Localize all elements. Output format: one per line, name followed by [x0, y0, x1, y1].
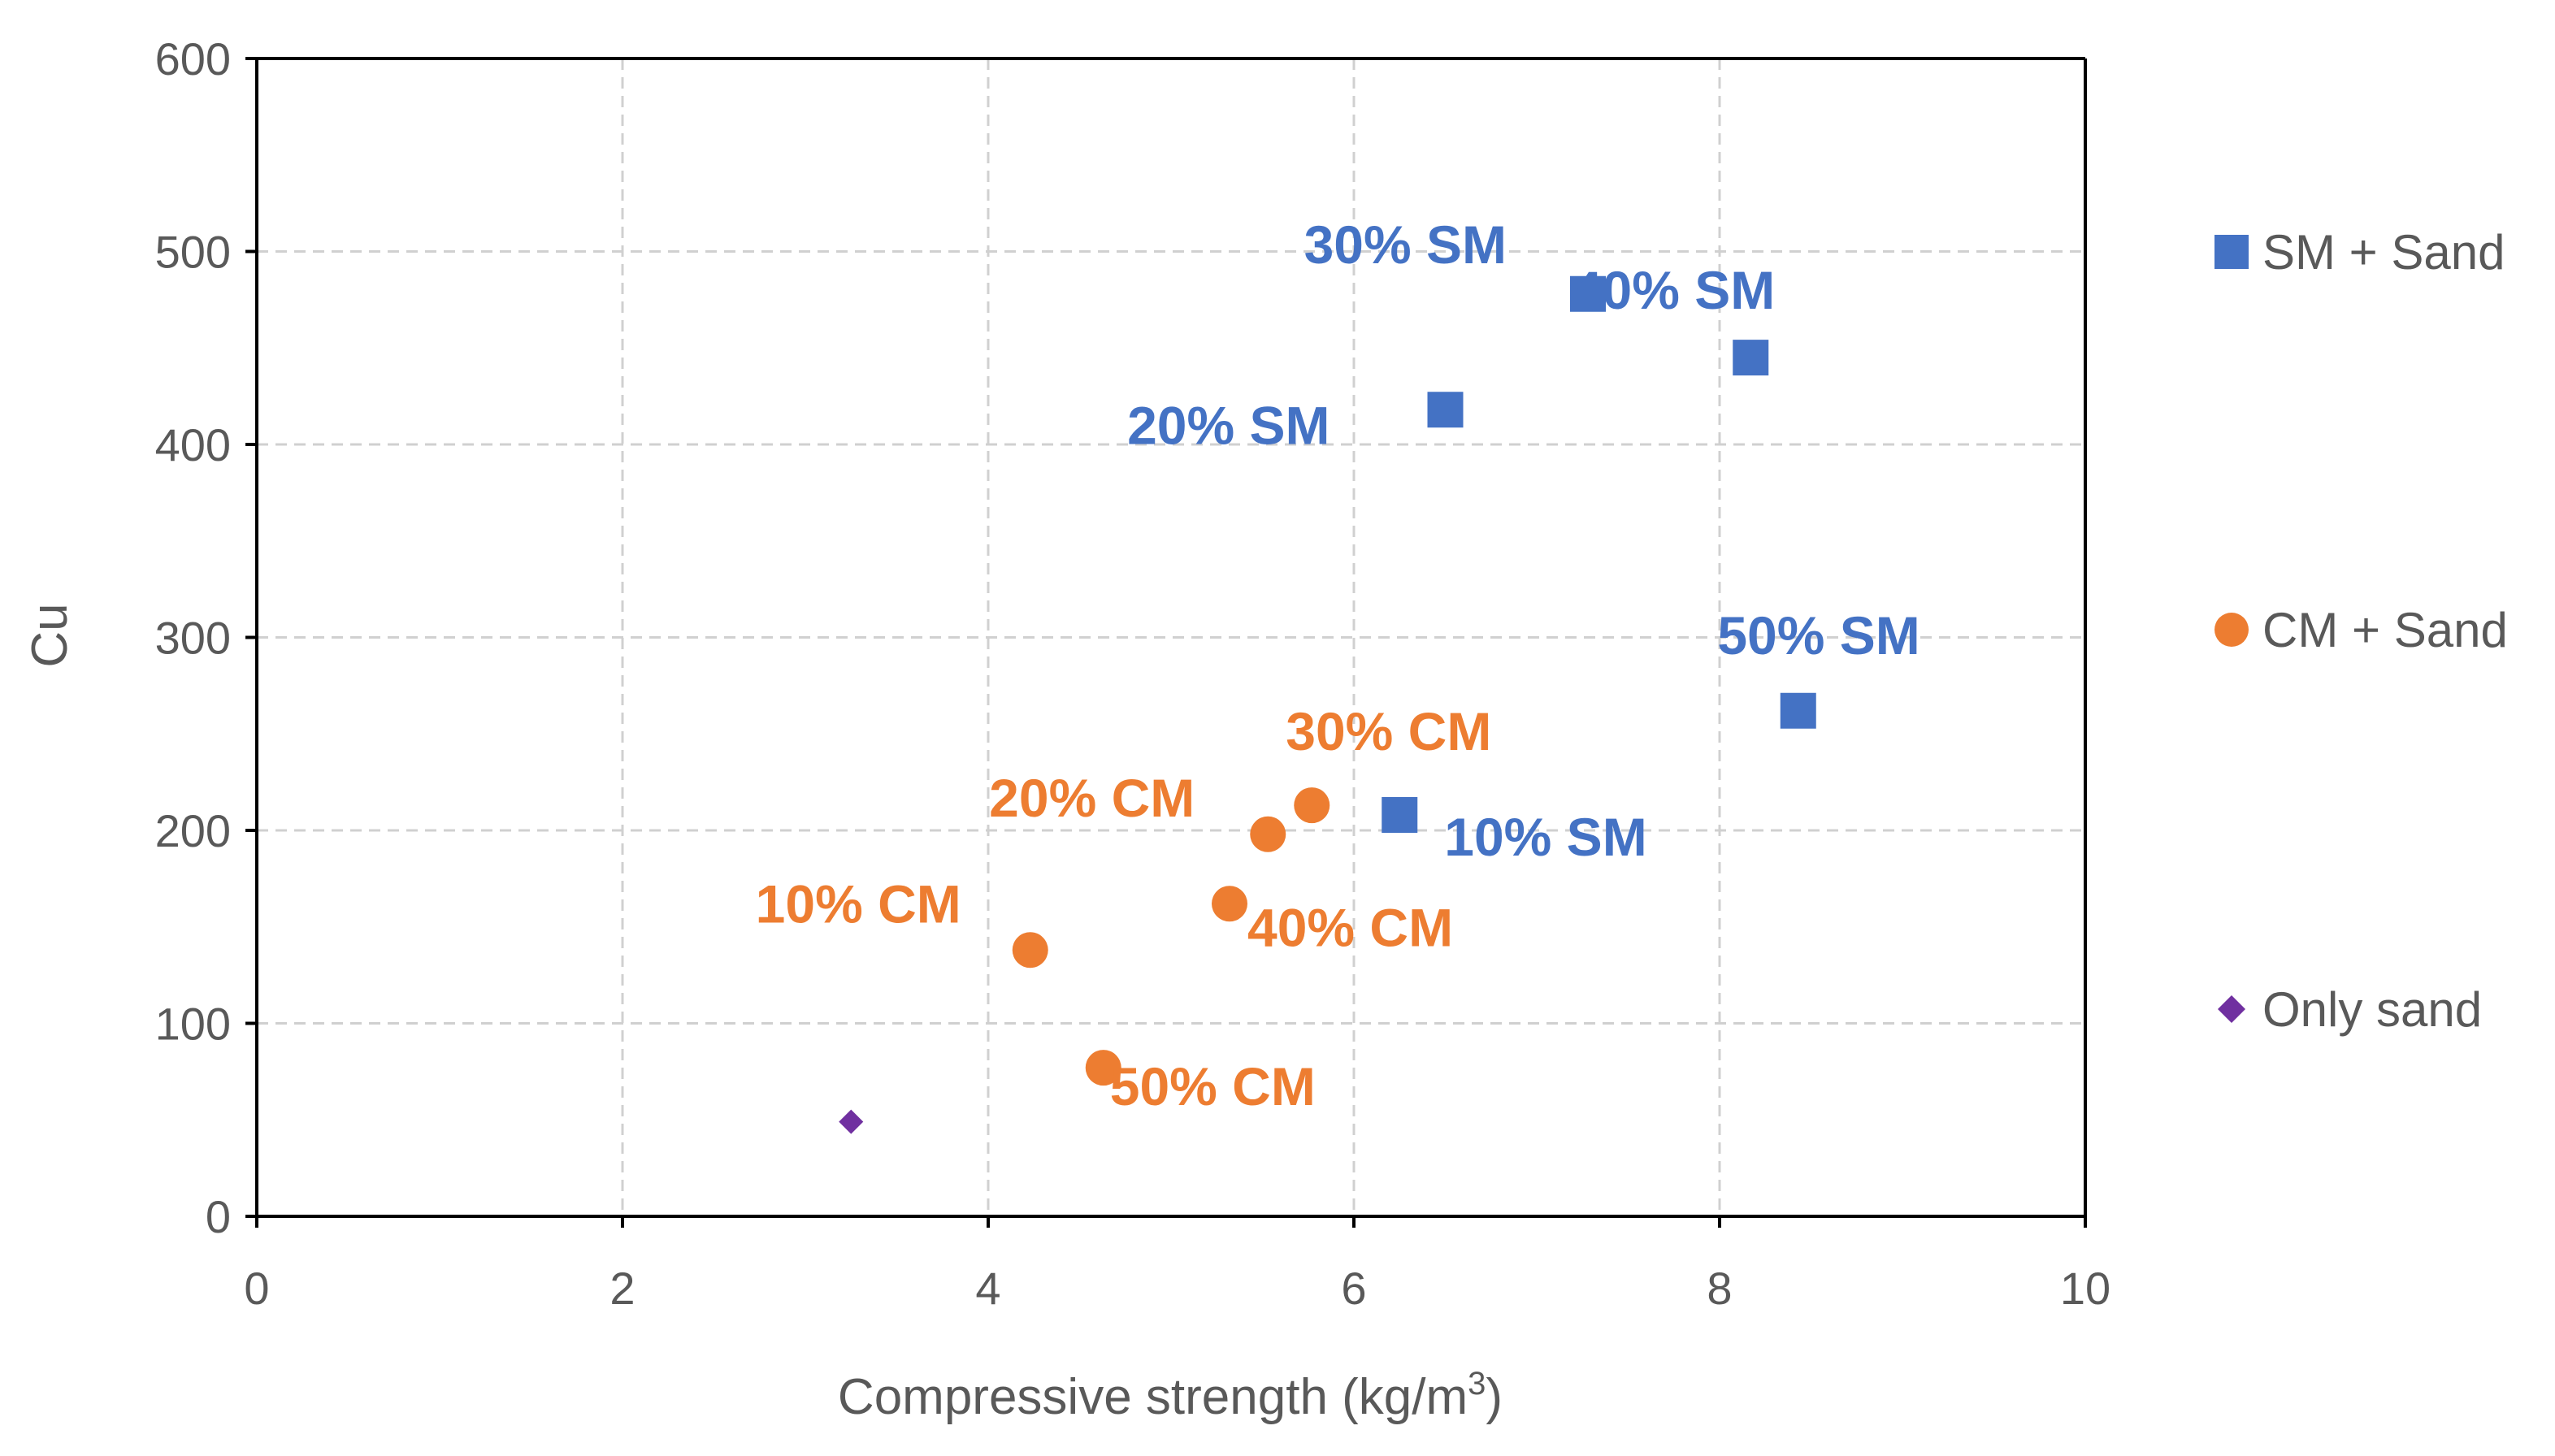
square-point — [1733, 340, 1769, 376]
point-label: 10% CM — [756, 873, 961, 934]
point-label: 30% SM — [1304, 214, 1507, 275]
square-point — [1427, 392, 1464, 428]
point-label: 20% SM — [1127, 395, 1330, 455]
legend-square-icon — [2214, 235, 2249, 269]
axes — [245, 57, 2087, 1228]
x-tick-label: 8 — [1707, 1263, 1732, 1314]
x-tick-label: 10 — [2060, 1263, 2110, 1314]
x-tick-label: 4 — [975, 1263, 1000, 1314]
tick-labels: 0 100 200 300 400 500 600 0 2 4 6 8 10 — [155, 33, 2111, 1314]
y-tick-label: 0 — [206, 1191, 231, 1242]
y-tick-label: 400 — [155, 419, 231, 470]
legend-label: SM + Sand — [2262, 225, 2505, 280]
circle-point — [1212, 886, 1247, 922]
y-tick-label: 200 — [155, 805, 231, 856]
point-label: 20% CM — [989, 768, 1195, 828]
legend-entry: SM + Sand — [2214, 225, 2505, 280]
point-label: 10% SM — [1444, 807, 1646, 867]
legend-diamond-icon — [2218, 995, 2245, 1023]
x-tick-label: 6 — [1341, 1263, 1366, 1314]
y-tick-label: 100 — [155, 999, 231, 1050]
square-point — [1780, 692, 1816, 729]
point-label: 40% SM — [1572, 260, 1775, 320]
x-axis-title-superscript: 3 — [1468, 1366, 1486, 1402]
y-tick-label: 500 — [155, 227, 231, 278]
y-axis-title: Cu — [22, 603, 78, 667]
data-points — [839, 275, 1816, 1134]
diamond-point — [839, 1109, 864, 1134]
point-labels: 10% SM 20% SM 30% SM 40% SM 50% SM 10% CM 20% … — [756, 214, 1920, 1116]
point-label: 50% SM — [1717, 605, 1920, 665]
square-point — [1570, 275, 1606, 312]
y-tick-label: 600 — [155, 33, 231, 84]
circle-point — [1085, 1050, 1121, 1086]
x-tick-label: 0 — [244, 1263, 269, 1314]
legend-entry: Only sand — [2218, 982, 2482, 1037]
legend-label: Only sand — [2262, 982, 2482, 1037]
legend-entry: CM + Sand — [2214, 603, 2508, 657]
point-label: 40% CM — [1247, 897, 1453, 957]
legend: SM + Sand CM + Sand Only sand — [2214, 225, 2508, 1037]
x-axis-title-suffix: ) — [1486, 1369, 1503, 1425]
legend-label: CM + Sand — [2262, 603, 2508, 657]
point-label: 30% CM — [1286, 701, 1491, 761]
x-tick-label: 2 — [609, 1263, 635, 1314]
legend-circle-icon — [2214, 613, 2249, 647]
square-point — [1382, 797, 1418, 833]
circle-point — [1012, 932, 1048, 968]
point-label: 50% CM — [1110, 1056, 1316, 1116]
x-axis-title-main: Compressive strength (kg/m — [838, 1369, 1468, 1425]
y-tick-label: 300 — [155, 613, 231, 664]
circle-point — [1294, 787, 1330, 824]
x-axis-title: Compressive strength (kg/m3) — [838, 1366, 1503, 1425]
circle-point — [1250, 816, 1286, 852]
